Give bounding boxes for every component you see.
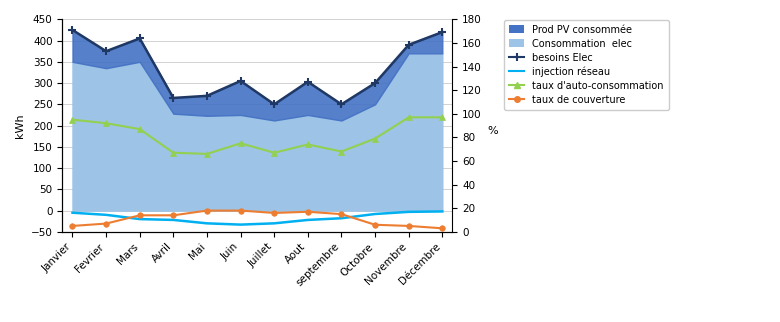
Y-axis label: kWh: kWh [16,113,25,138]
Y-axis label: %: % [488,126,498,136]
Legend: Prod PV consommée, Consommation  elec, besoins Elec, injection réseau, taux d'au: Prod PV consommée, Consommation elec, be… [504,20,668,109]
